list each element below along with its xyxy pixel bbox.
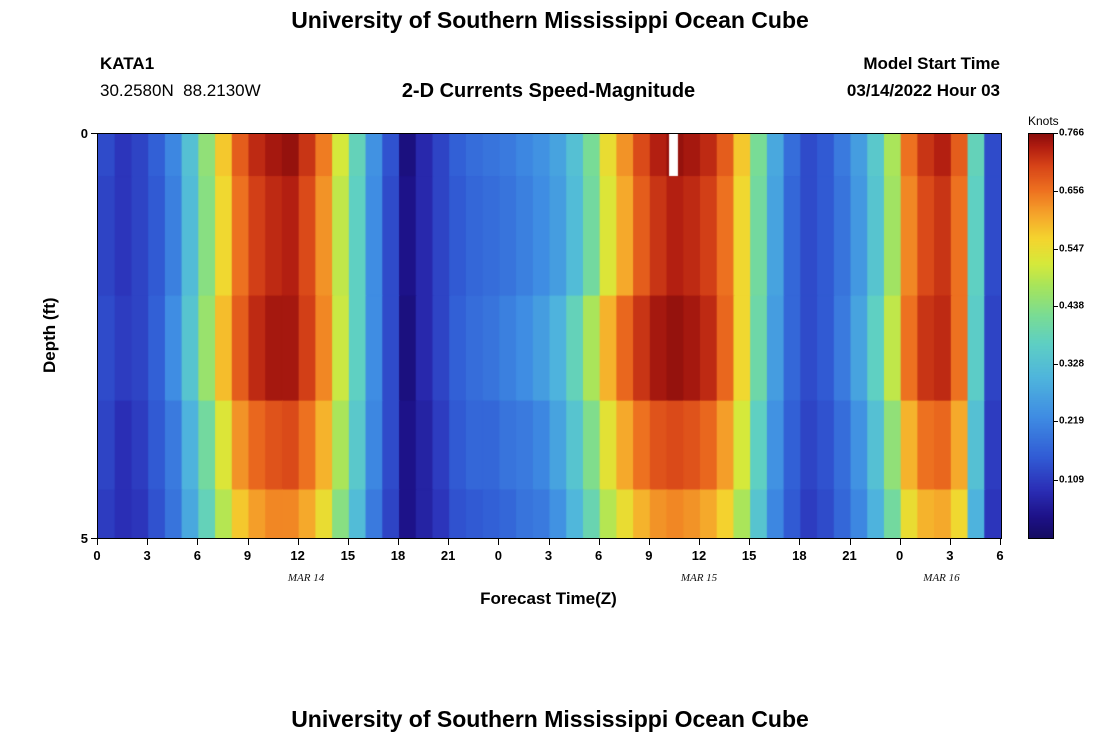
x-tick-mark: [147, 539, 149, 545]
x-tick-label: 21: [842, 548, 857, 563]
x-tick-label: 3: [544, 548, 553, 563]
second-page-title: University of Southern Mississippi Ocean…: [291, 706, 809, 732]
y-axis-label: Depth (ft): [40, 297, 59, 373]
x-tick-mark: [297, 539, 299, 545]
model-start-time-label: Model Start Time: [863, 54, 1000, 73]
x-tick-label: 6: [193, 548, 201, 563]
colorbar-tick-label: 0.656: [1059, 185, 1085, 197]
x-tick-label: 6: [595, 548, 603, 563]
colorbar-tick-mark: [1054, 305, 1058, 307]
y-tick-label-0: 0: [80, 126, 88, 141]
x-tick-label: 0: [93, 548, 101, 563]
x-tick-mark: [799, 539, 801, 545]
x-tick-label: 18: [390, 548, 406, 563]
x-tick-label: 18: [792, 548, 807, 563]
x-tick-mark: [97, 539, 98, 545]
x-tick-mark: [598, 539, 600, 545]
colorbar-tick-label: 0.109: [1059, 474, 1085, 485]
x-tick-mark: [749, 539, 751, 545]
colorbar-tick-label: 0.766: [1059, 127, 1085, 139]
x-tick-label: 0: [896, 548, 904, 563]
x-tick-mark: [648, 539, 650, 545]
heatmap-canvas: [97, 133, 1002, 539]
x-tick-label: 12: [290, 548, 305, 563]
x-tick-mark: [899, 539, 901, 545]
plot-title: 2-D Currents Speed-Magnitude: [401, 80, 696, 102]
x-tick-label: 9: [243, 548, 252, 563]
colorbar-tick-label: 0.547: [1059, 243, 1085, 254]
x-tick-mark: [197, 539, 199, 545]
x-axis-label: Forecast Time(Z): [480, 589, 617, 608]
x-tick-label: 21: [440, 548, 456, 563]
x-tick-label: 15: [741, 548, 757, 563]
colorbar-tick-label: 0.219: [1059, 415, 1085, 427]
y-tick-mark-5: [91, 538, 97, 539]
x-tick-label: 6: [996, 548, 1004, 563]
colorbar-unit-label: Knots: [1028, 114, 1059, 128]
page-title: University of Southern Mississippi Ocean…: [291, 7, 809, 33]
station-coordinates: 30.2580N 88.2130W: [100, 81, 261, 100]
date-label: MAR 15: [680, 572, 718, 584]
x-tick-mark: [247, 539, 249, 545]
x-tick-mark: [699, 539, 700, 545]
colorbar-canvas: [1028, 133, 1054, 539]
x-tick-mark: [1000, 539, 1001, 545]
x-tick-mark: [849, 539, 851, 545]
x-tick-label: 12: [691, 548, 707, 563]
colorbar-tick-mark: [1054, 421, 1058, 423]
y-tick-label-5: 5: [80, 531, 88, 546]
model-start-time-value: 03/14/2022 Hour 03: [846, 81, 1000, 100]
x-tick-mark: [448, 539, 450, 545]
colorbar-tick-label: 0.438: [1059, 300, 1085, 312]
x-tick-mark: [347, 539, 349, 545]
y-tick-mark-0: [91, 133, 97, 134]
x-tick-mark: [498, 539, 500, 545]
x-tick-label: 3: [946, 548, 954, 563]
date-label: MAR 14: [287, 572, 325, 584]
station-id: KATA1: [100, 54, 155, 73]
colorbar-tick-mark: [1054, 248, 1058, 250]
x-tick-mark: [398, 539, 399, 545]
colorbar-tick-label: 0.328: [1059, 358, 1085, 370]
date-label: MAR 16: [923, 572, 960, 584]
colorbar-tick-mark: [1054, 133, 1058, 134]
x-tick-mark: [548, 539, 550, 545]
x-tick-label: 0: [494, 548, 502, 563]
colorbar-tick-mark: [1054, 364, 1058, 365]
x-tick-mark: [949, 539, 951, 545]
colorbar-tick-mark: [1054, 191, 1058, 193]
x-tick-label: 9: [645, 548, 653, 563]
x-tick-label: 15: [340, 548, 356, 563]
x-tick-label: 3: [143, 548, 151, 563]
colorbar-tick-mark: [1054, 479, 1058, 481]
